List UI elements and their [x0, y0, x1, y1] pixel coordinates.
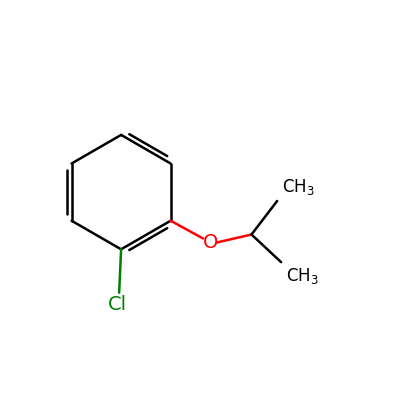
Text: CH$_3$: CH$_3$ — [286, 266, 318, 286]
Text: O: O — [202, 233, 218, 252]
Text: Cl: Cl — [108, 296, 127, 314]
Text: CH$_3$: CH$_3$ — [282, 177, 315, 197]
